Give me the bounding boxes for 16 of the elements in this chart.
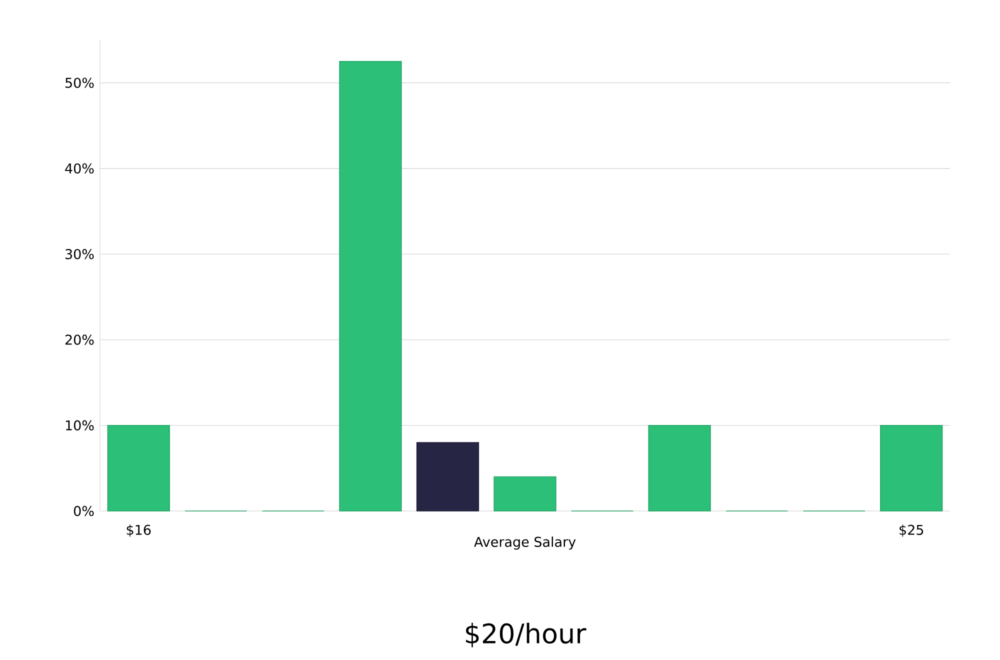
x-axis-title: Average Salary bbox=[474, 536, 576, 550]
y-tick-label: 0% bbox=[74, 506, 94, 516]
bar bbox=[107, 424, 170, 512]
x-tick-label: $16 bbox=[126, 524, 151, 537]
bar bbox=[339, 61, 402, 512]
bar bbox=[416, 442, 480, 512]
y-tick-label: 40% bbox=[65, 163, 94, 174]
bar bbox=[494, 476, 556, 512]
y-tick-label: 50% bbox=[66, 78, 94, 88]
bar bbox=[648, 424, 711, 512]
x-tick-label: $25 bbox=[900, 524, 924, 537]
text: $20/hour bbox=[466, 622, 586, 648]
y-tick-label: 10% bbox=[66, 420, 94, 430]
y-tick-label: 20% bbox=[65, 334, 94, 345]
y-tick-label: 30% bbox=[66, 248, 94, 260]
bar bbox=[880, 424, 943, 512]
